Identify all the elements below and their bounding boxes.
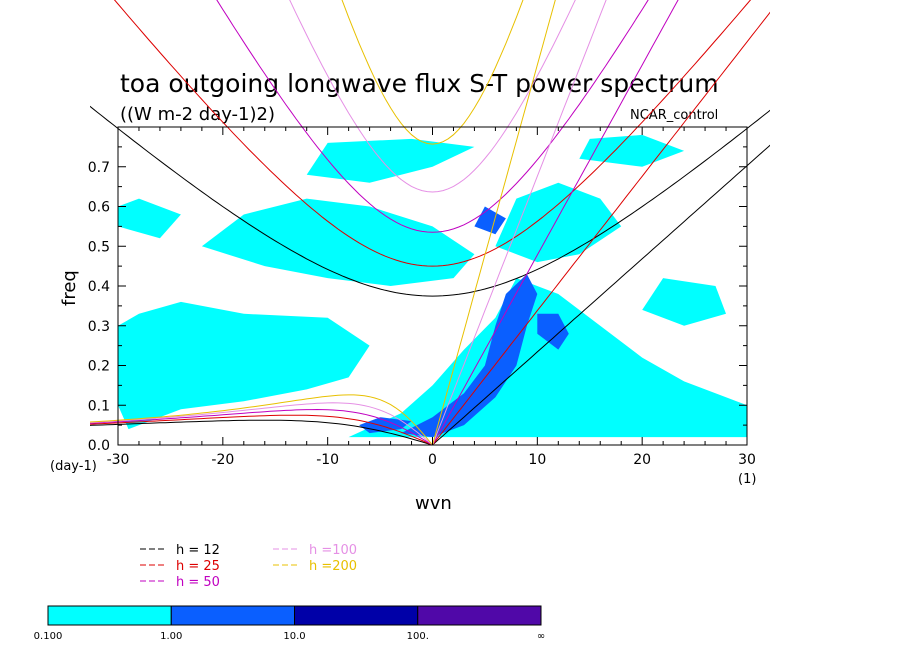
inertia-gravity-curve-h200	[341, 0, 524, 145]
contour-region-8	[401, 274, 538, 438]
contour-region-0	[118, 301, 370, 430]
y-tick-label: 0.6	[88, 200, 110, 216]
x-tick-label: 20	[633, 452, 651, 468]
contour-region-2	[348, 278, 747, 438]
y-tick-label: 0.4	[88, 279, 110, 295]
x-tick-label: 30	[738, 452, 756, 468]
rossby-curve-h200	[90, 394, 433, 445]
x-tick-label: -20	[211, 452, 234, 468]
colorbar-label-0: 0.100	[34, 631, 63, 642]
inertia-gravity-curve-h100	[289, 0, 576, 193]
contour-region-11	[474, 206, 506, 235]
chart-title: toa outgoing longwave flux S-T power spe…	[120, 69, 719, 98]
kelvin-curve-h200	[432, 0, 556, 445]
legend-label-h25: h = 25	[176, 559, 220, 574]
legend-label-h50: h = 50	[176, 575, 220, 590]
contour-region-3	[495, 182, 622, 263]
x-tick-label: 10	[528, 452, 546, 468]
rossby-curve-h50	[90, 408, 433, 445]
chart-subtitle: ((W m-2 day-1)2)	[120, 104, 275, 125]
rossby-curve-h25	[90, 414, 433, 445]
legend-label-h12: h = 12	[176, 543, 220, 558]
contour-region-1	[201, 198, 475, 286]
colorbar: 0.100 1.00 10.0 100. ∞	[34, 605, 545, 642]
legend-label-h200: h =200	[309, 559, 357, 574]
x-tick-label: -10	[316, 452, 339, 468]
rossby-curve-h100	[90, 402, 433, 445]
x-tick-label: 0	[428, 452, 437, 468]
dispersion-curve-layer	[90, 0, 770, 445]
y-tick-label: 0.0	[88, 438, 110, 454]
y-tick-label: 0.1	[88, 398, 110, 414]
colorbar-segment-3	[417, 605, 542, 626]
kelvin-curve-h100	[432, 0, 607, 445]
y-tick-label: 0.7	[88, 160, 110, 176]
colorbar-label-1: 1.00	[160, 631, 182, 642]
y-tick-label: 0.3	[88, 319, 110, 335]
inertia-gravity-curve-h25	[113, 0, 752, 267]
axis-layer: -30 -20 -10 0 10 20 30 0.0 0.1 0.2 0.3 0.4 0.5 0.6 0.7	[88, 127, 756, 468]
kelvin-curve-h50	[432, 0, 679, 445]
inertia-gravity-curve-h12	[90, 105, 770, 297]
y-unit-label: (day-1)	[50, 459, 97, 474]
y-tick-label: 0.5	[88, 239, 110, 255]
rossby-curve-h12	[90, 419, 433, 445]
contour-region-7	[579, 134, 685, 167]
contour-region-4	[306, 138, 475, 183]
colorbar-label-3: 100.	[407, 631, 429, 642]
colorbar-segment-2	[294, 605, 419, 626]
contour-region-6	[118, 198, 181, 239]
kelvin-curve-h12	[432, 144, 770, 445]
colorbar-segment-1	[170, 605, 295, 626]
x-tick-label: -30	[107, 452, 130, 468]
y-tick-label: 0.2	[88, 359, 110, 375]
colorbar-label-4: ∞	[537, 631, 545, 642]
contour-region-9	[537, 313, 569, 350]
contour-layer	[118, 134, 747, 438]
y-axis-title: freq	[59, 270, 80, 306]
kelvin-curve-h25	[432, 11, 770, 445]
inertia-gravity-curve-h50	[216, 0, 649, 233]
colorbar-segment-0	[47, 605, 172, 626]
legend-label-h100: h =100	[309, 543, 357, 558]
x-axis-title: wvn	[415, 493, 452, 514]
contour-region-5	[642, 278, 726, 326]
x-unit-label: (1)	[738, 472, 756, 487]
colorbar-label-2: 10.0	[283, 631, 305, 642]
